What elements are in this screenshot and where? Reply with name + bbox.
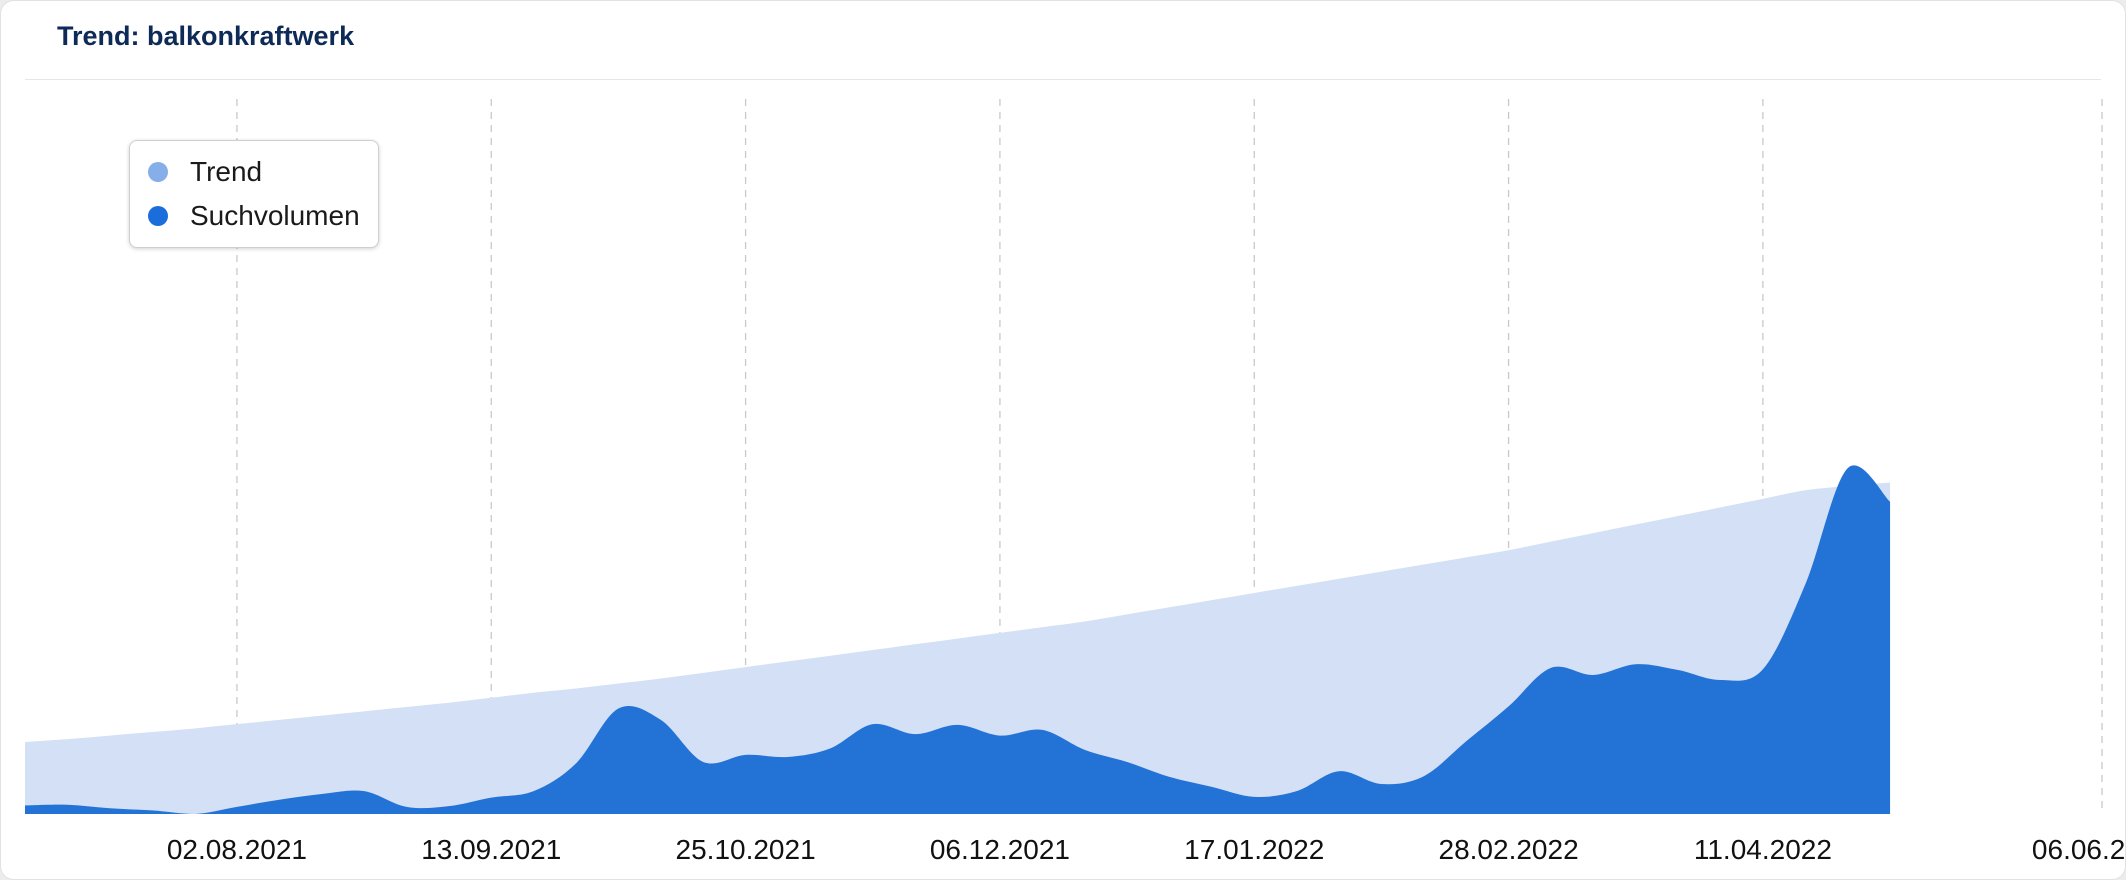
legend-label-suchvolumen: Suchvolumen [190,200,360,231]
grid-lines [236,99,2103,814]
title-divider [25,79,2101,80]
trend-dot-icon [148,162,168,182]
x-tick-label: 06.12.2021 [930,834,1070,865]
x-tick-label: 25.10.2021 [676,834,816,865]
suchvolumen-dot-icon [148,206,168,226]
x-tick-label: 02.08.2021 [167,834,307,865]
x-tick-label: 06.06.2022 [2032,834,2125,865]
x-tick-label: 13.09.2021 [421,834,561,865]
x-axis-ticks: 02.08.2021 13.09.2021 25.10.2021 06.12.2021… [167,834,2125,865]
x-tick-label: 11.04.2022 [1694,834,1832,865]
legend: Trend Suchvolumen [129,140,379,248]
suchvolumen-area [25,465,1891,814]
chart-title: Trend: balkonkraftwerk [57,21,355,51]
legend-item-suchvolumen[interactable]: Suchvolumen [148,200,360,232]
trend-area [25,482,1891,814]
legend-item-trend[interactable]: Trend [148,156,262,188]
x-tick-label: 17.01.2022 [1184,834,1324,865]
x-tick-label: 28.02.2022 [1439,834,1579,865]
legend-label-trend: Trend [190,156,263,187]
